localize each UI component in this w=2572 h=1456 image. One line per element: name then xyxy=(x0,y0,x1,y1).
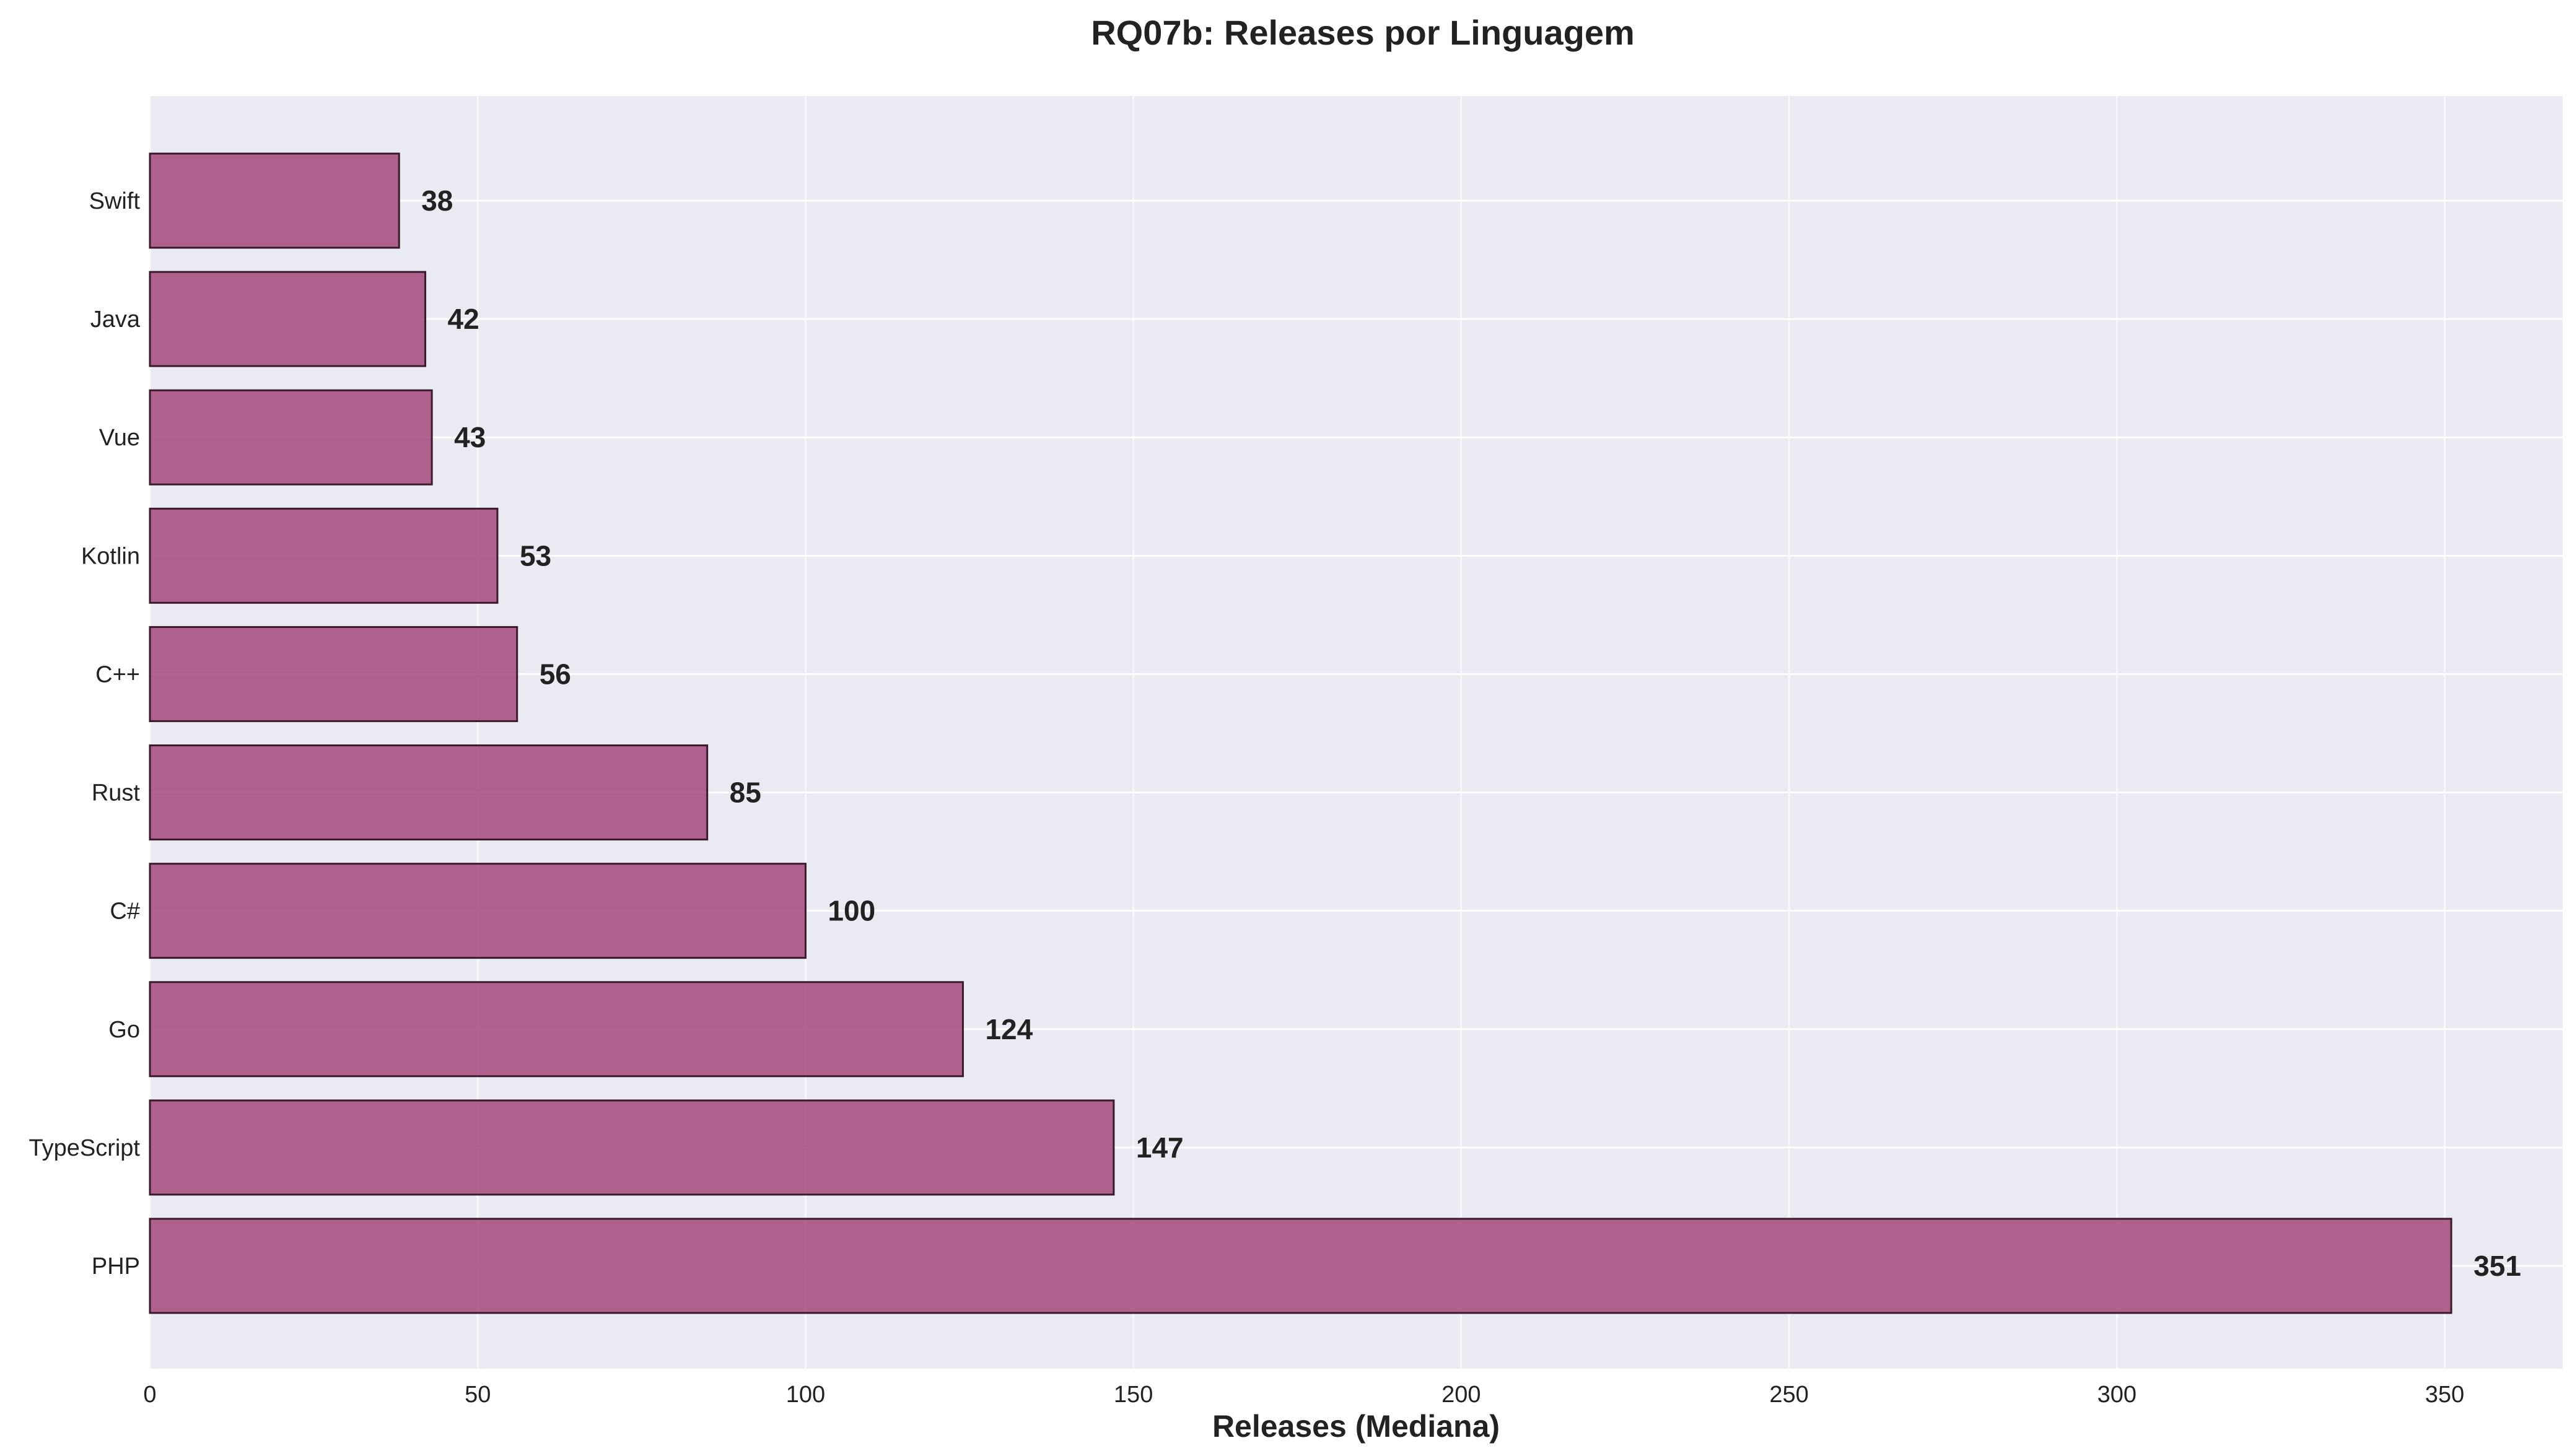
y-tick-label: TypeScript xyxy=(28,1135,140,1161)
bar xyxy=(149,389,433,486)
x-tick-label: 50 xyxy=(465,1382,491,1408)
bar xyxy=(149,152,400,249)
y-axis-ticks: PHP TypeScript Go C# Rust C++ Kotlin Vue Java Swi… xyxy=(28,188,140,1279)
bars: 351 147 124 100 85 56 53 43 42 38 xyxy=(149,152,2521,1314)
bar xyxy=(149,744,709,841)
data-label: 100 xyxy=(828,895,875,927)
chart-title: RQ07b: Releases por Linguagem xyxy=(1091,13,1635,52)
data-label: 351 xyxy=(2474,1250,2521,1282)
y-tick-label: Rust xyxy=(92,780,141,806)
x-tick-label: 250 xyxy=(1769,1382,1808,1408)
x-tick-label: 350 xyxy=(2425,1382,2464,1408)
data-label: 53 xyxy=(520,539,551,572)
data-label: 42 xyxy=(448,303,479,335)
y-tick-label: C++ xyxy=(95,661,140,687)
y-tick-label: Go xyxy=(108,1017,140,1043)
y-tick-label: Kotlin xyxy=(81,543,140,569)
x-tick-label: 0 xyxy=(143,1382,156,1408)
data-label: 56 xyxy=(540,658,571,690)
data-label: 38 xyxy=(421,185,453,217)
bar xyxy=(149,626,518,722)
x-tick-label: 100 xyxy=(786,1382,825,1408)
data-label: 147 xyxy=(1136,1131,1184,1164)
y-tick-label: Java xyxy=(90,307,141,333)
x-tick-label: 300 xyxy=(2097,1382,2137,1408)
bar xyxy=(149,271,427,367)
bar xyxy=(149,1218,2452,1314)
y-tick-label: Swift xyxy=(89,188,141,214)
y-tick-label: C# xyxy=(110,899,140,925)
y-tick-label: PHP xyxy=(92,1253,140,1279)
bar xyxy=(149,507,499,604)
data-label: 85 xyxy=(730,777,761,809)
x-tick-label: 150 xyxy=(1114,1382,1153,1408)
bar xyxy=(149,863,807,959)
data-label: 43 xyxy=(454,421,486,453)
bar xyxy=(149,1099,1115,1196)
x-axis-ticks: 0 50 100 150 200 250 300 350 xyxy=(143,1382,2464,1408)
y-tick-label: Vue xyxy=(99,425,140,451)
x-axis-label: Releases (Mediana) xyxy=(1212,1409,1500,1444)
data-label: 124 xyxy=(985,1013,1033,1045)
bar xyxy=(149,981,964,1078)
x-tick-label: 200 xyxy=(1441,1382,1481,1408)
